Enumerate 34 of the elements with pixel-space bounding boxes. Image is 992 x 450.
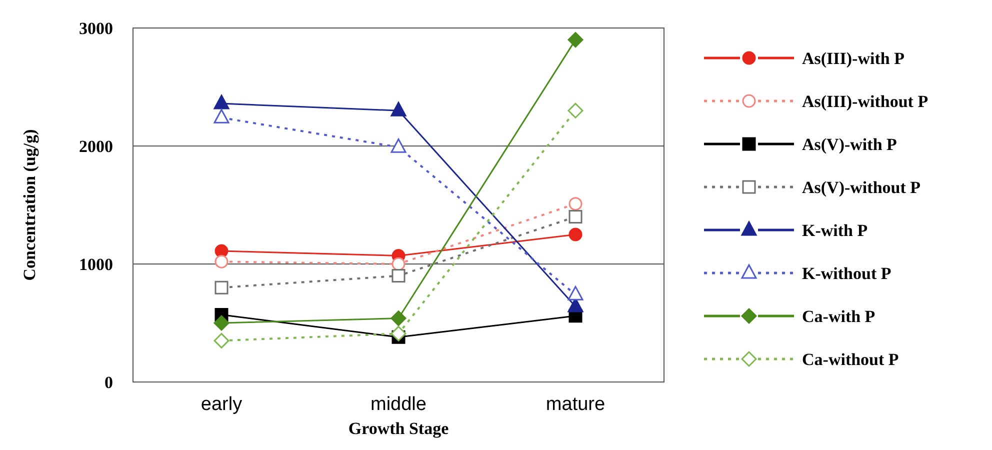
legend-label: As(III)-without P <box>802 92 928 111</box>
point <box>568 210 582 224</box>
x-tick-label: middle <box>370 394 426 415</box>
point <box>392 269 406 283</box>
point <box>390 326 406 342</box>
legend-label: K-without P <box>802 264 892 283</box>
point <box>390 102 406 116</box>
legend-label: Ca-with P <box>802 306 876 326</box>
y-tick-label: 2000 <box>79 136 113 156</box>
point <box>392 257 406 271</box>
point <box>214 280 228 294</box>
x-tick-label: mature <box>546 394 606 415</box>
point <box>214 315 230 331</box>
x-axis-title: Growth Stage <box>348 419 450 438</box>
point <box>390 310 406 326</box>
legend-label: K-with P <box>802 220 868 240</box>
y-tick-label: 0 <box>104 372 113 392</box>
point <box>390 138 406 153</box>
point <box>568 102 584 118</box>
point <box>214 332 230 348</box>
legend-label: As(V)-with P <box>802 134 897 154</box>
point <box>568 197 582 211</box>
legend-label: As(V)-without P <box>802 178 921 197</box>
legend-label: As(III)-with P <box>802 48 904 68</box>
point <box>568 228 582 242</box>
x-tick-label: early <box>200 394 243 415</box>
y-axis-title: Concentration (ug/g) <box>20 129 39 281</box>
legend-label: Ca-without P <box>802 350 899 369</box>
point <box>214 94 230 110</box>
point <box>214 108 230 124</box>
y-tick-label: 1000 <box>79 254 113 274</box>
point <box>568 32 584 48</box>
y-tick-label: 3000 <box>79 18 113 38</box>
point <box>214 254 228 268</box>
